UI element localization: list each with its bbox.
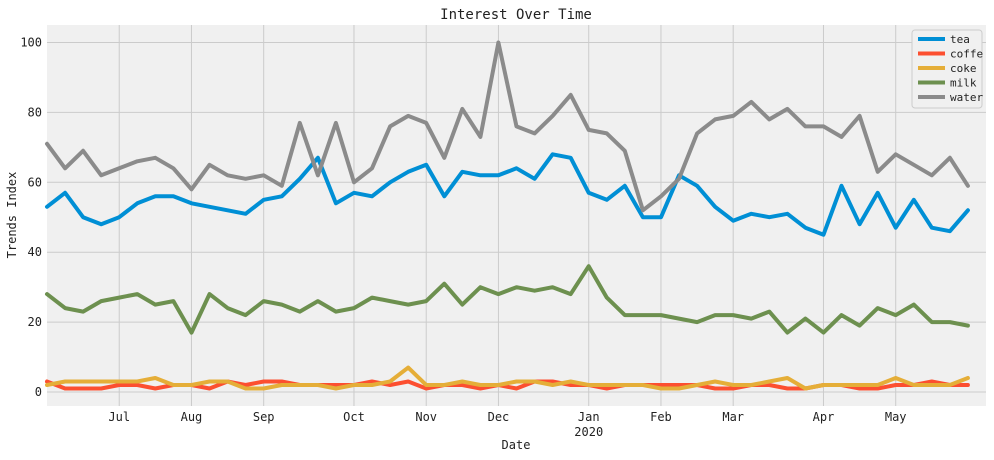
y-axis-label: Trends Index bbox=[5, 172, 19, 259]
y-tick-label: 40 bbox=[28, 245, 42, 259]
x-tick-label: Sep bbox=[253, 410, 275, 424]
y-tick-label: 60 bbox=[28, 175, 42, 189]
y-tick-labels: 0 20 40 60 80 100 bbox=[20, 35, 42, 399]
legend-label-water: water bbox=[950, 91, 983, 104]
x-tick-label: May bbox=[885, 410, 907, 424]
legend-label-tea: tea bbox=[950, 33, 970, 46]
x-tick-label: Feb bbox=[650, 410, 672, 424]
x-tick-label: Apr bbox=[813, 410, 835, 424]
series-line-coke bbox=[45, 365, 970, 391]
plot-area bbox=[47, 25, 986, 406]
y-tick-label: 100 bbox=[20, 35, 42, 49]
series-line-tea bbox=[45, 152, 970, 237]
x-tick-label: Jan bbox=[578, 410, 600, 424]
x-tick-label: Dec bbox=[488, 410, 510, 424]
series-lines bbox=[45, 40, 970, 391]
x-tick-label: Nov bbox=[415, 410, 437, 424]
legend-box bbox=[911, 29, 983, 109]
legend-label-coffe: coffe bbox=[950, 48, 983, 61]
y-tick-label: 80 bbox=[28, 105, 42, 119]
legend-label-milk: milk bbox=[950, 77, 977, 90]
x-axis-label: Date bbox=[502, 438, 531, 452]
x-tick-year-label: 2020 bbox=[574, 425, 603, 439]
series-line-milk bbox=[45, 264, 970, 335]
x-tick-label: Aug bbox=[181, 410, 203, 424]
y-tick-label: 20 bbox=[28, 315, 42, 329]
x-tick-label: Oct bbox=[343, 410, 365, 424]
series-line-water bbox=[45, 40, 970, 213]
y-tick-label: 0 bbox=[35, 385, 42, 399]
legend-label-coke: coke bbox=[950, 62, 977, 75]
x-tick-label: Mar bbox=[722, 410, 744, 424]
chart-title: Interest Over Time bbox=[440, 7, 592, 23]
x-tick-label: Jul bbox=[108, 410, 130, 424]
